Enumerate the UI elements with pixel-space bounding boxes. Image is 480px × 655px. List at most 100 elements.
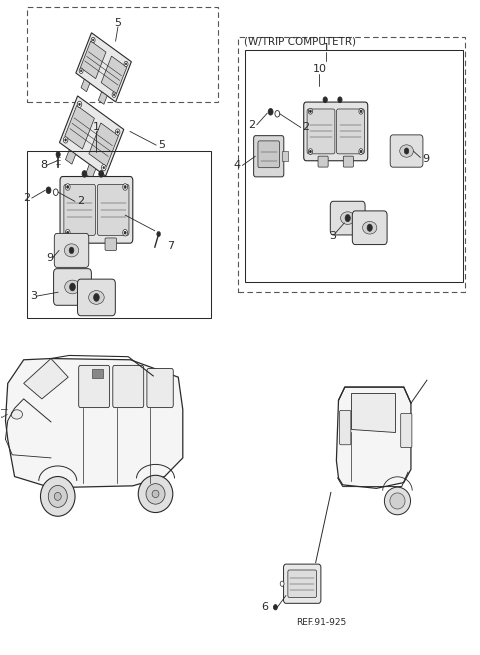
Ellipse shape — [152, 490, 159, 498]
Circle shape — [360, 151, 362, 153]
Polygon shape — [101, 56, 127, 94]
Polygon shape — [65, 150, 76, 164]
Ellipse shape — [138, 476, 173, 512]
Circle shape — [77, 102, 82, 107]
Text: 5: 5 — [114, 18, 121, 28]
Circle shape — [117, 131, 119, 133]
Polygon shape — [89, 123, 119, 166]
Polygon shape — [85, 164, 96, 179]
Circle shape — [79, 68, 83, 73]
Ellipse shape — [362, 221, 377, 234]
Circle shape — [65, 183, 70, 190]
Circle shape — [157, 231, 160, 236]
Ellipse shape — [64, 244, 79, 257]
Text: 1: 1 — [93, 122, 100, 132]
Bar — [27, 7, 218, 102]
Polygon shape — [336, 387, 411, 489]
Bar — [282, 151, 288, 162]
Circle shape — [65, 229, 70, 236]
Text: 10: 10 — [312, 64, 326, 74]
FancyBboxPatch shape — [77, 279, 115, 316]
Bar — [27, 151, 211, 318]
FancyBboxPatch shape — [79, 365, 109, 407]
Circle shape — [323, 97, 327, 103]
Circle shape — [67, 185, 69, 188]
FancyBboxPatch shape — [253, 136, 284, 177]
Circle shape — [70, 283, 75, 291]
FancyBboxPatch shape — [284, 564, 321, 603]
Text: 2: 2 — [248, 120, 255, 130]
Circle shape — [82, 171, 87, 177]
Ellipse shape — [54, 493, 61, 500]
Ellipse shape — [340, 212, 355, 225]
Circle shape — [113, 94, 115, 96]
Polygon shape — [351, 393, 396, 432]
Polygon shape — [60, 96, 124, 176]
Circle shape — [115, 129, 120, 135]
Circle shape — [101, 164, 106, 171]
Circle shape — [67, 231, 69, 234]
Circle shape — [359, 149, 363, 155]
Circle shape — [310, 151, 312, 153]
FancyBboxPatch shape — [336, 109, 364, 154]
Ellipse shape — [400, 145, 413, 157]
Circle shape — [94, 293, 99, 301]
Circle shape — [338, 97, 342, 103]
Circle shape — [124, 185, 126, 188]
Polygon shape — [5, 358, 183, 488]
Text: 9: 9 — [46, 253, 53, 263]
Text: 2: 2 — [302, 122, 309, 132]
Circle shape — [125, 63, 127, 65]
Circle shape — [69, 247, 74, 253]
Circle shape — [99, 171, 104, 177]
FancyBboxPatch shape — [330, 201, 365, 235]
FancyBboxPatch shape — [97, 184, 129, 235]
Polygon shape — [76, 33, 132, 102]
Ellipse shape — [11, 410, 23, 419]
Text: (W/TRIP COMPUTETR): (W/TRIP COMPUTETR) — [244, 36, 356, 47]
FancyBboxPatch shape — [76, 238, 88, 250]
Circle shape — [123, 183, 128, 190]
FancyBboxPatch shape — [54, 233, 89, 267]
FancyBboxPatch shape — [147, 369, 173, 407]
FancyBboxPatch shape — [113, 365, 144, 407]
Circle shape — [359, 109, 363, 114]
Circle shape — [308, 109, 312, 114]
Circle shape — [308, 149, 312, 155]
FancyBboxPatch shape — [304, 102, 368, 160]
FancyBboxPatch shape — [343, 156, 353, 167]
FancyBboxPatch shape — [64, 184, 96, 235]
Polygon shape — [81, 79, 90, 92]
Circle shape — [274, 605, 277, 610]
FancyBboxPatch shape — [352, 211, 387, 244]
Circle shape — [345, 214, 350, 222]
Text: 6: 6 — [261, 602, 268, 612]
Circle shape — [268, 109, 273, 115]
Circle shape — [79, 103, 81, 105]
Circle shape — [124, 62, 128, 67]
Ellipse shape — [40, 477, 75, 516]
Polygon shape — [24, 358, 68, 399]
Ellipse shape — [65, 280, 80, 294]
Text: 4: 4 — [234, 160, 241, 170]
Circle shape — [56, 151, 60, 157]
FancyBboxPatch shape — [318, 156, 328, 167]
FancyBboxPatch shape — [340, 411, 351, 445]
FancyBboxPatch shape — [390, 135, 423, 167]
FancyBboxPatch shape — [401, 413, 412, 447]
FancyBboxPatch shape — [60, 176, 133, 243]
Text: 5: 5 — [158, 140, 166, 150]
Polygon shape — [81, 41, 106, 79]
Circle shape — [103, 166, 105, 169]
Ellipse shape — [390, 493, 405, 509]
Bar — [92, 369, 103, 379]
Circle shape — [65, 139, 67, 141]
Text: 2: 2 — [23, 193, 30, 203]
FancyBboxPatch shape — [288, 570, 317, 597]
Text: 1: 1 — [323, 43, 330, 53]
FancyBboxPatch shape — [105, 238, 117, 250]
Ellipse shape — [48, 485, 67, 508]
Polygon shape — [98, 92, 107, 104]
FancyBboxPatch shape — [54, 269, 91, 305]
Circle shape — [404, 148, 409, 154]
